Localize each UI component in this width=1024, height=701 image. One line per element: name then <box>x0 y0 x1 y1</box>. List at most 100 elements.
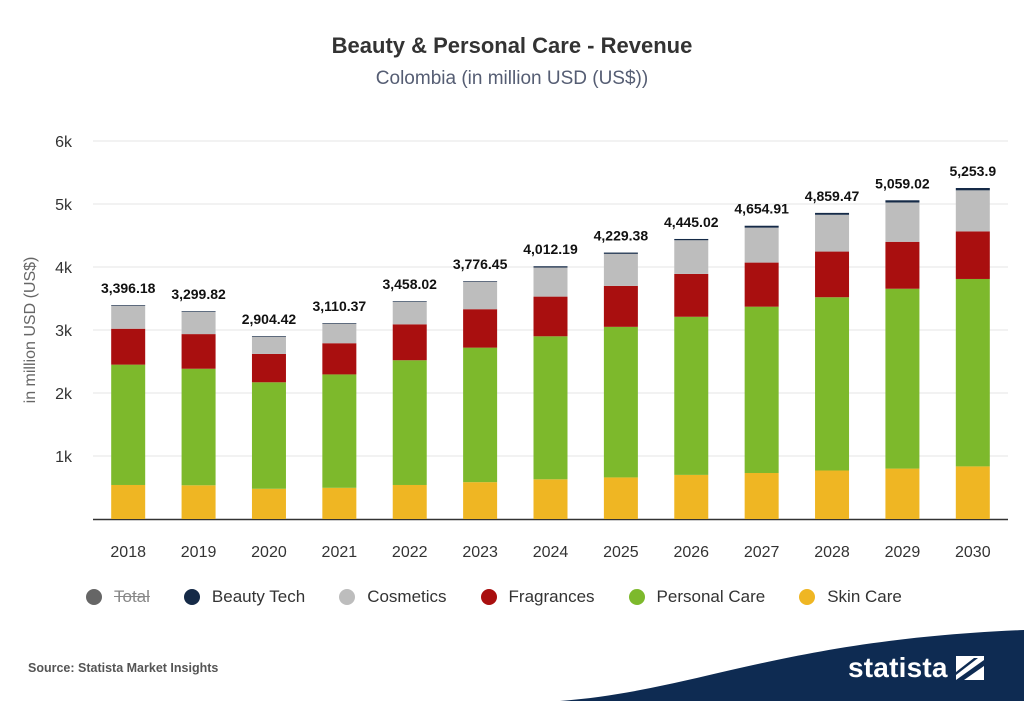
x-tick-label: 2024 <box>533 544 569 561</box>
x-tick-label: 2022 <box>392 544 428 561</box>
bar-segment-fragrances <box>392 324 427 361</box>
x-tick-label: 2028 <box>814 544 850 561</box>
legend-item-fragrances[interactable]: Fragrances <box>480 587 595 607</box>
y-tick-label: 4k <box>55 260 73 277</box>
bar-segment-beauty-tech <box>181 311 216 312</box>
bar-segment-fragrances <box>181 334 216 369</box>
bar-segment-skin-care <box>251 488 286 519</box>
bar-segment-skin-care <box>533 479 568 519</box>
legend-item-cosmetics[interactable]: Cosmetics <box>339 587 447 607</box>
y-axis-label: in million USD (US$) <box>22 257 39 404</box>
bar-segment-personal-care <box>251 382 286 489</box>
total-data-label: 4,445.02 <box>664 214 719 230</box>
bar-segment-skin-care <box>463 482 498 519</box>
bar-segment-fragrances <box>322 343 357 375</box>
legend-swatch <box>183 589 200 605</box>
bar-segment-skin-care <box>322 487 357 519</box>
legend-label: Cosmetics <box>367 587 447 606</box>
bar-segment-personal-care <box>603 326 638 478</box>
total-data-label: 4,654.91 <box>734 201 789 217</box>
statista-logo-icon <box>955 656 984 680</box>
bar-segment-cosmetics <box>251 336 286 354</box>
x-tick-label: 2018 <box>110 544 146 561</box>
legend-item-personal-care[interactable]: Personal Care <box>628 587 766 607</box>
total-data-label: 5,059.02 <box>875 175 930 191</box>
x-tick-label: 2027 <box>744 544 780 561</box>
bar-segment-personal-care <box>181 368 216 486</box>
bar-segment-beauty-tech <box>603 252 638 254</box>
legend-label: Total <box>114 587 150 606</box>
bar-segment-cosmetics <box>815 214 850 252</box>
bar-segment-personal-care <box>885 288 920 469</box>
bar-segment-personal-care <box>955 278 990 467</box>
chart-title: Beauty & Personal Care - Revenue <box>331 33 693 58</box>
bar-segment-personal-care <box>322 374 357 488</box>
bar-segment-personal-care <box>744 306 779 474</box>
legend-item-skin-care[interactable]: Skin Care <box>799 587 902 607</box>
legend-swatch <box>480 589 497 605</box>
bar-segment-skin-care <box>181 485 216 519</box>
x-tick-label: 2030 <box>955 544 991 561</box>
bar-segment-fragrances <box>815 251 850 298</box>
bar-segment-beauty-tech <box>251 336 286 337</box>
bar-segment-beauty-tech <box>955 187 990 191</box>
x-tick-label: 2023 <box>462 544 498 561</box>
total-data-label: 4,859.47 <box>805 188 860 204</box>
legend-item-total[interactable]: Total <box>86 587 150 607</box>
bar-segment-fragrances <box>533 296 568 337</box>
bar-segment-fragrances <box>603 285 638 327</box>
bar-segment-fragrances <box>674 273 709 317</box>
stacked-bar-chart: 1k 2k 3k 4k 5k 6k in million USD (US$) 3,396.18… <box>22 134 1008 561</box>
bar-segment-skin-care <box>392 484 427 519</box>
legend-label: Skin Care <box>827 587 902 606</box>
legend-item-beauty-tech[interactable]: Beauty Tech <box>183 587 305 607</box>
bar-segment-fragrances <box>111 328 146 365</box>
bar-segment-beauty-tech <box>744 225 779 228</box>
total-data-label: 4,229.38 <box>594 228 649 244</box>
bar-segment-cosmetics <box>322 323 357 344</box>
bar-segment-skin-care <box>603 477 638 519</box>
bar-segment-skin-care <box>955 466 990 519</box>
bar-segment-cosmetics <box>955 190 990 232</box>
legend-label: Fragrances <box>508 587 595 606</box>
bar-segment-beauty-tech <box>815 212 850 215</box>
chart-legend: Total Beauty Tech Cosmetics Fragrances Perso… <box>86 584 986 610</box>
bar-segment-fragrances <box>955 231 990 279</box>
bar-segment-beauty-tech <box>463 281 498 282</box>
bar-segment-beauty-tech <box>322 323 357 324</box>
x-tick-label: 2029 <box>885 544 921 561</box>
bar-segment-cosmetics <box>744 227 779 263</box>
logo-text: statista <box>848 652 948 683</box>
legend-label: Personal Care <box>656 587 766 606</box>
bar-segment-beauty-tech <box>674 238 709 241</box>
y-tick-label: 3k <box>55 323 73 340</box>
footer-wave-decoration <box>560 630 1024 701</box>
bar-segment-cosmetics <box>674 240 709 274</box>
bar-segment-cosmetics <box>392 301 427 325</box>
legend-swatch <box>628 589 645 605</box>
bar-segment-cosmetics <box>603 253 638 286</box>
bar-segment-beauty-tech <box>533 266 568 268</box>
total-data-label: 5,253.9 <box>949 163 996 179</box>
legend-swatch <box>86 589 102 605</box>
bar-segment-cosmetics <box>533 267 568 297</box>
bar-segment-cosmetics <box>111 305 146 329</box>
legend-swatch <box>799 589 816 605</box>
total-data-label: 3,396.18 <box>101 280 156 296</box>
source-note: Source: Statista Market Insights <box>28 661 219 675</box>
chart-subtitle: Colombia (in million USD (US$)) <box>375 68 649 89</box>
bar-segment-skin-care <box>111 484 146 519</box>
bar-segment-personal-care <box>111 364 146 485</box>
bar-segment-personal-care <box>533 336 568 480</box>
bar-segment-fragrances <box>251 353 286 383</box>
x-tick-label: 2019 <box>181 544 217 561</box>
bar-segment-beauty-tech <box>111 305 146 306</box>
legend-swatch <box>339 589 356 605</box>
y-tick-label: 5k <box>55 197 73 214</box>
bar-segment-fragrances <box>744 262 779 307</box>
x-tick-label: 2025 <box>603 544 639 561</box>
total-data-label: 3,110.37 <box>312 298 366 314</box>
total-data-label: 2,904.42 <box>242 311 297 327</box>
bar-segment-personal-care <box>674 316 709 475</box>
bar-segment-skin-care <box>744 473 779 519</box>
